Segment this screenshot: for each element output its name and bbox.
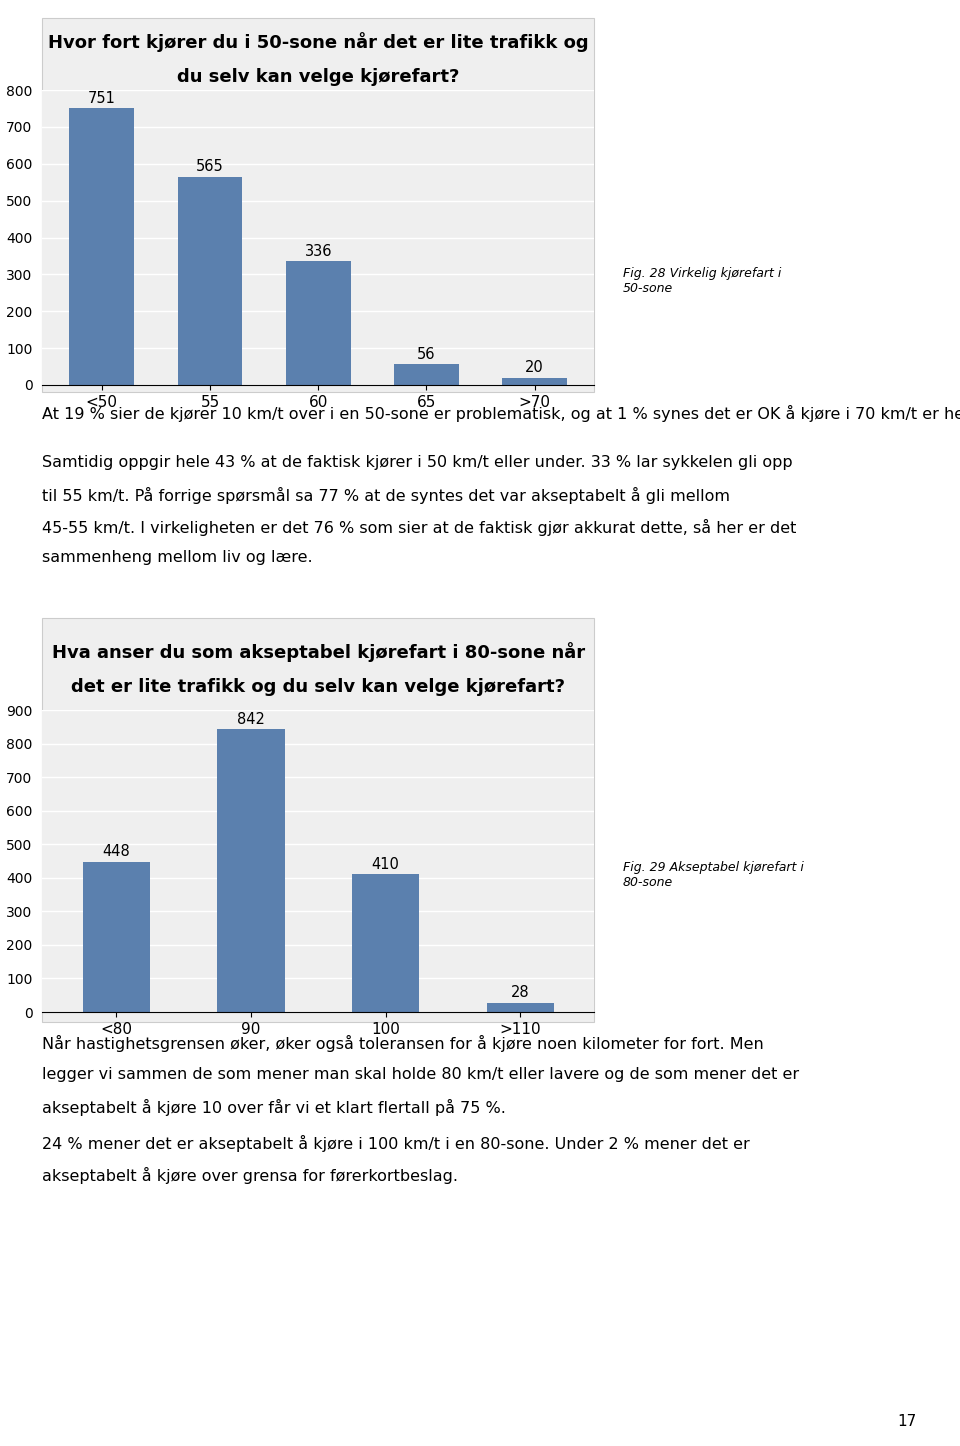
Text: Hva anser du som akseptabel kjørefart i 80-sone når: Hva anser du som akseptabel kjørefart i …: [52, 642, 585, 662]
Text: 448: 448: [103, 844, 131, 859]
Text: 20: 20: [525, 360, 544, 376]
Bar: [69, 108, 134, 385]
Bar: [83, 862, 150, 1012]
Text: 56: 56: [418, 347, 436, 362]
Text: Samtidig oppgir hele 43 % at de faktisk kjører i 50 km/t eller under. 33 % lar s: Samtidig oppgir hele 43 % at de faktisk …: [42, 455, 793, 470]
Text: 45-55 km/t. I virkeligheten er det 76 % som sier at de faktisk gjør akkurat dett: 45-55 km/t. I virkeligheten er det 76 % …: [42, 519, 797, 535]
Text: 336: 336: [304, 244, 332, 259]
Text: du selv kan velge kjørefart?: du selv kan velge kjørefart?: [177, 68, 460, 87]
Bar: [487, 1002, 554, 1012]
Text: akseptabelt å kjøre over grensa for førerkortbeslag.: akseptabelt å kjøre over grensa for føre…: [42, 1167, 458, 1184]
Text: legger vi sammen de som mener man skal holde 80 km/t eller lavere og de som mene: legger vi sammen de som mener man skal h…: [42, 1067, 800, 1082]
Text: sammenheng mellom liv og lære.: sammenheng mellom liv og lære.: [42, 551, 313, 565]
Text: Fig. 29 Akseptabel kjørefart i
80-sone: Fig. 29 Akseptabel kjørefart i 80-sone: [623, 862, 804, 889]
Bar: [352, 875, 420, 1012]
Text: 565: 565: [196, 159, 224, 175]
Text: Hvor fort kjører du i 50-sone når det er lite trafikk og: Hvor fort kjører du i 50-sone når det er…: [48, 32, 588, 52]
Text: At 19 % sier de kjører 10 km/t over i en 50-sone er problematisk, og at 1 % syne: At 19 % sier de kjører 10 km/t over i en…: [42, 405, 960, 422]
Text: 24 % mener det er akseptabelt å kjøre i 100 km/t i en 80-sone. Under 2 % mener d: 24 % mener det er akseptabelt å kjøre i …: [42, 1135, 750, 1152]
Text: det er lite trafikk og du selv kan velge kjørefart?: det er lite trafikk og du selv kan velge…: [71, 678, 565, 696]
Bar: [286, 262, 350, 385]
Text: Fig. 28 Virkelig kjørefart i
50-sone: Fig. 28 Virkelig kjørefart i 50-sone: [623, 268, 781, 295]
Bar: [394, 364, 459, 385]
Bar: [217, 729, 284, 1012]
Bar: [178, 176, 243, 385]
Text: til 55 km/t. På forrige spørsmål sa 77 % at de syntes det var akseptabelt å gli : til 55 km/t. På forrige spørsmål sa 77 %…: [42, 487, 731, 503]
Text: akseptabelt å kjøre 10 over får vi et klart flertall på 75 %.: akseptabelt å kjøre 10 over får vi et kl…: [42, 1099, 506, 1116]
Text: Når hastighetsgrensen øker, øker også toleransen for å kjøre noen kilometer for : Når hastighetsgrensen øker, øker også to…: [42, 1035, 764, 1053]
Text: 751: 751: [87, 91, 116, 106]
Text: 410: 410: [372, 856, 399, 872]
Text: 842: 842: [237, 711, 265, 727]
Bar: [502, 377, 567, 385]
Text: 28: 28: [511, 985, 530, 1001]
Text: 17: 17: [898, 1414, 917, 1429]
